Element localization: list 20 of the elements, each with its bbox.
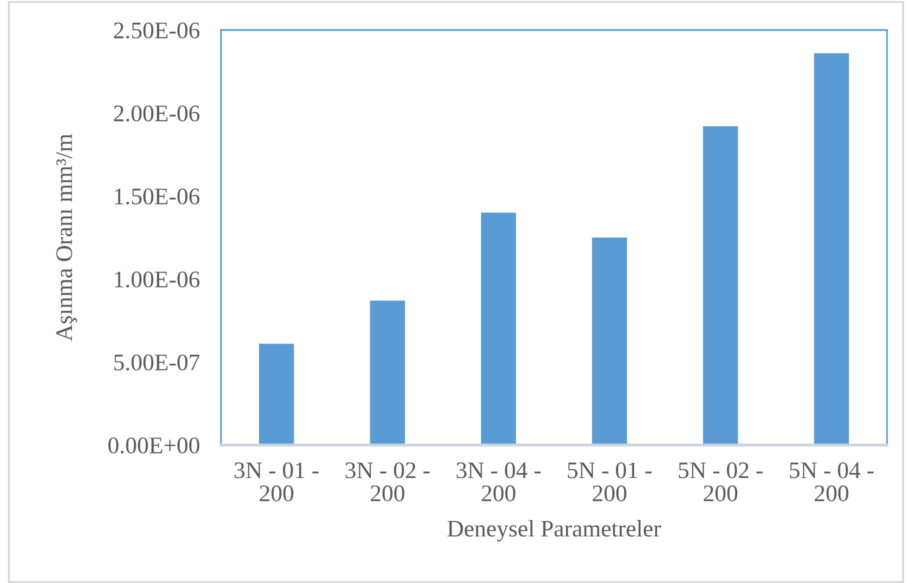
y-tick-label: 1.00E-06	[115, 271, 200, 288]
y-tick-label: 5.00E-07	[114, 354, 200, 371]
x-tick-label: 5N - 01 - 200	[568, 462, 652, 502]
x-tick-label: 3N - 04 - 200	[456, 462, 541, 502]
x-axis-title: Deneysel Parametreler	[447, 520, 661, 542]
bar	[814, 53, 849, 445]
bar	[703, 126, 738, 445]
x-tick-label: 3N - 02 - 200	[346, 462, 430, 502]
y-tick-label: 0.00E+00	[108, 437, 200, 454]
y-tick-label: 2.50E-06	[114, 22, 200, 39]
x-tick-label: 5N - 04 - 200	[790, 462, 874, 502]
bar	[259, 344, 294, 445]
x-tick-label: 3N - 01 - 200	[234, 462, 319, 502]
y-axis-title: Aşınma Oranı mm³/m	[56, 134, 77, 342]
bar	[481, 212, 516, 445]
bar	[370, 300, 405, 445]
y-tick-label: 2.00E-06	[114, 105, 200, 122]
y-tick-label: 1.50E-06	[115, 188, 200, 205]
x-tick-label: 5N - 02 - 200	[678, 462, 763, 502]
bar	[592, 238, 627, 445]
